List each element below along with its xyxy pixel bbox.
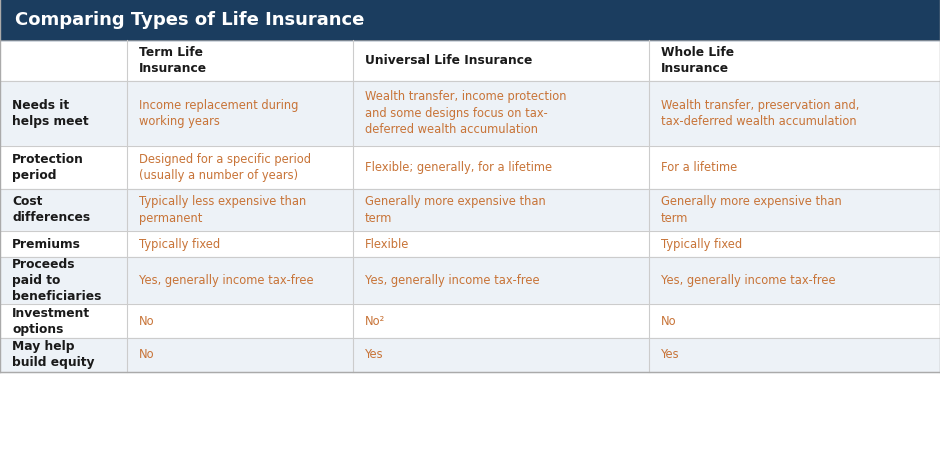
Text: For a lifetime: For a lifetime	[661, 161, 737, 174]
Text: Needs it
helps meet: Needs it helps meet	[12, 99, 89, 128]
Text: No: No	[661, 315, 677, 328]
Bar	[0, 0, 940, 40]
Text: Yes: Yes	[365, 348, 384, 361]
Text: Typically fixed: Typically fixed	[661, 238, 742, 251]
Text: Designed for a specific period
(usually a number of years): Designed for a specific period (usually …	[139, 153, 311, 182]
Bar	[0, 81, 940, 146]
Text: Investment
options: Investment options	[12, 307, 90, 336]
Text: Flexible; generally, for a lifetime: Flexible; generally, for a lifetime	[365, 161, 552, 174]
Text: No: No	[139, 315, 155, 328]
Bar	[0, 231, 940, 257]
Text: Whole Life
Insurance: Whole Life Insurance	[661, 46, 734, 75]
Text: Wealth transfer, income protection
and some designs focus on tax-
deferred wealt: Wealth transfer, income protection and s…	[365, 90, 566, 136]
Bar	[0, 40, 940, 81]
Text: Typically fixed: Typically fixed	[139, 238, 220, 251]
Bar	[0, 304, 940, 338]
Text: Comparing Types of Life Insurance: Comparing Types of Life Insurance	[15, 11, 365, 29]
Text: Typically less expensive than
permanent: Typically less expensive than permanent	[139, 195, 306, 224]
Bar	[0, 338, 940, 372]
Text: Cost
differences: Cost differences	[12, 195, 90, 224]
Text: Income replacement during
working years: Income replacement during working years	[139, 99, 299, 128]
Text: Flexible: Flexible	[365, 238, 409, 251]
Text: Wealth transfer, preservation and,
tax-deferred wealth accumulation: Wealth transfer, preservation and, tax-d…	[661, 99, 859, 128]
Text: Generally more expensive than
term: Generally more expensive than term	[661, 195, 841, 224]
Bar	[0, 257, 940, 304]
Text: Yes, generally income tax-free: Yes, generally income tax-free	[661, 274, 836, 287]
Text: Term Life
Insurance: Term Life Insurance	[139, 46, 207, 75]
Text: Yes, generally income tax-free: Yes, generally income tax-free	[365, 274, 540, 287]
Text: Generally more expensive than
term: Generally more expensive than term	[365, 195, 545, 224]
Text: Premiums: Premiums	[12, 238, 81, 251]
Text: Protection
period: Protection period	[12, 153, 84, 182]
Text: Proceeds
paid to
beneficiaries: Proceeds paid to beneficiaries	[12, 258, 102, 304]
Text: Yes, generally income tax-free: Yes, generally income tax-free	[139, 274, 314, 287]
Text: Yes: Yes	[661, 348, 680, 361]
Text: May help
build equity: May help build equity	[12, 340, 95, 370]
Text: No²: No²	[365, 315, 385, 328]
Text: Universal Life Insurance: Universal Life Insurance	[365, 54, 532, 66]
Text: No: No	[139, 348, 155, 361]
Bar	[0, 189, 940, 231]
Bar	[0, 146, 940, 189]
